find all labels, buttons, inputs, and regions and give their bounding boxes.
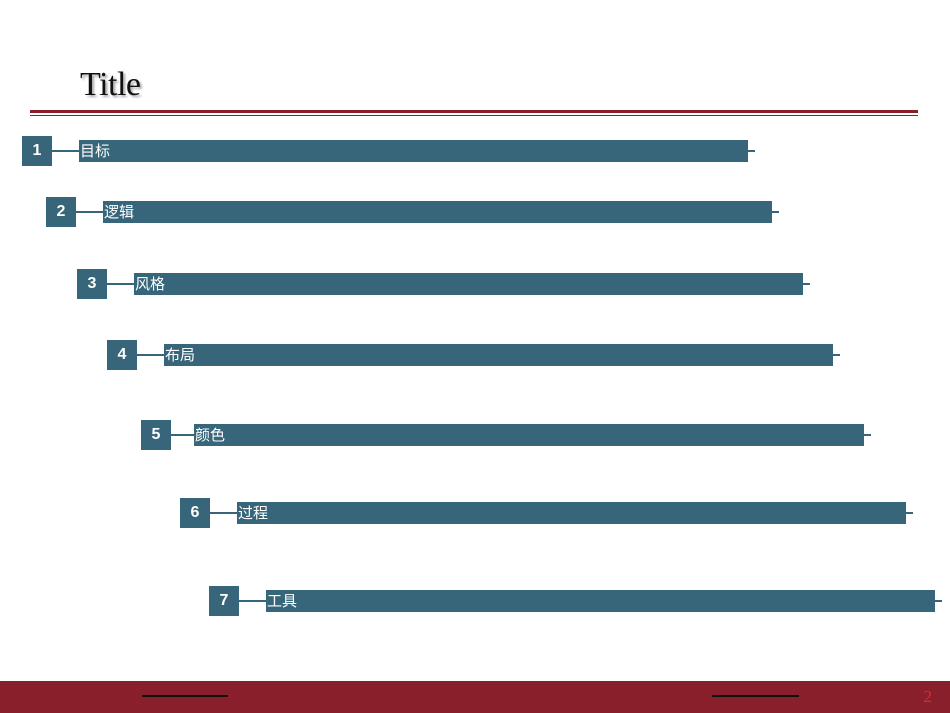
item-end-tick (906, 512, 913, 514)
item-number-badge: 2 (46, 197, 76, 227)
item-connector (107, 283, 134, 285)
item-number-badge: 5 (141, 420, 171, 450)
item-label: 风格 (135, 275, 166, 293)
item-label: 布局 (165, 346, 196, 364)
item-connector (52, 150, 79, 152)
list-item: 1 目标 (22, 136, 755, 166)
list-item: 7 工具 (209, 586, 943, 616)
item-bar: 逻辑 (103, 201, 772, 223)
item-end-tick (864, 434, 871, 436)
title-divider-thin (30, 115, 918, 116)
item-connector (239, 600, 266, 602)
slide-title: Title (80, 66, 141, 103)
item-label: 过程 (238, 504, 269, 522)
item-number-badge: 4 (107, 340, 137, 370)
item-bar: 布局 (164, 344, 833, 366)
item-number-badge: 1 (22, 136, 52, 166)
item-end-tick (935, 600, 942, 602)
item-number-badge: 6 (180, 498, 210, 528)
item-end-tick (772, 211, 779, 213)
footer-right-line (712, 695, 799, 697)
title-divider (30, 110, 918, 113)
item-connector (210, 512, 237, 514)
item-label: 颜色 (195, 426, 226, 444)
item-label: 逻辑 (104, 203, 135, 221)
item-number-badge: 3 (77, 269, 107, 299)
item-end-tick (833, 354, 840, 356)
list-item: 4 布局 (107, 340, 841, 370)
footer-left-line (142, 695, 228, 697)
item-bar: 过程 (237, 502, 906, 524)
item-connector (171, 434, 194, 436)
item-bar: 工具 (266, 590, 935, 612)
page-number: 2 (923, 687, 933, 706)
list-item: 2 逻辑 (46, 197, 780, 227)
item-end-tick (748, 150, 755, 152)
item-bar: 目标 (79, 140, 748, 162)
footer-band: 2 (0, 681, 950, 713)
item-bar: 风格 (134, 273, 803, 295)
list-item: 3 风格 (77, 269, 811, 299)
list-item: 6 过程 (180, 498, 915, 528)
item-bar: 颜色 (194, 424, 864, 446)
item-end-tick (803, 283, 810, 285)
item-number-badge: 7 (209, 586, 239, 616)
list-item: 5 颜色 (141, 420, 875, 450)
item-label: 工具 (267, 592, 298, 610)
item-connector (137, 354, 164, 356)
item-label: 目标 (80, 142, 111, 160)
item-connector (76, 211, 103, 213)
